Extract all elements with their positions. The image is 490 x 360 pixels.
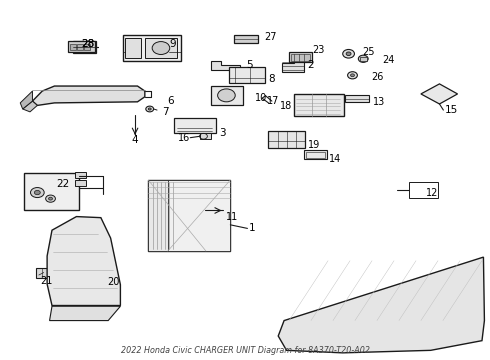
Bar [148, 180, 168, 251]
Text: 1: 1 [249, 224, 255, 233]
Polygon shape [421, 84, 458, 104]
Bar [148, 180, 230, 251]
Text: 12: 12 [426, 188, 438, 198]
Text: 14: 14 [329, 154, 342, 164]
Circle shape [146, 106, 154, 112]
Circle shape [49, 197, 52, 200]
Text: 2: 2 [308, 60, 314, 70]
Polygon shape [20, 91, 32, 109]
Text: 16: 16 [178, 133, 190, 143]
Bar [84, 44, 90, 50]
Text: 19: 19 [308, 140, 320, 150]
Bar [75, 172, 86, 178]
Bar [36, 267, 51, 278]
Bar [360, 57, 367, 61]
Polygon shape [211, 61, 240, 69]
Text: 25: 25 [362, 46, 375, 57]
Circle shape [350, 74, 354, 77]
Bar [88, 44, 93, 51]
Bar [77, 44, 83, 50]
Bar [75, 180, 86, 186]
Polygon shape [47, 217, 121, 306]
Circle shape [70, 282, 76, 286]
Bar [294, 94, 343, 116]
Polygon shape [32, 86, 145, 105]
Text: 21: 21 [40, 276, 52, 286]
Text: 2022 Honda Civic CHARGER UNIT Diagram for 8A370-T20-A02: 2022 Honda Civic CHARGER UNIT Diagram fo… [121, 346, 369, 355]
Text: 6: 6 [167, 96, 173, 106]
Text: 23: 23 [313, 45, 325, 55]
Text: 28: 28 [81, 39, 95, 49]
Bar [306, 152, 325, 158]
Circle shape [152, 41, 170, 54]
Text: 24: 24 [382, 55, 394, 65]
Text: 20: 20 [107, 277, 120, 287]
Polygon shape [278, 257, 485, 353]
Bar [409, 182, 438, 198]
Bar [73, 41, 97, 53]
Text: 9: 9 [169, 40, 176, 49]
Polygon shape [52, 270, 106, 287]
Polygon shape [23, 101, 37, 112]
Text: 18: 18 [280, 102, 293, 112]
Bar [81, 44, 86, 51]
Bar [174, 118, 216, 134]
Circle shape [358, 55, 368, 62]
Circle shape [30, 188, 44, 198]
Bar [75, 44, 80, 51]
Text: 15: 15 [445, 105, 458, 115]
Text: 22: 22 [57, 179, 70, 189]
Bar [24, 173, 79, 211]
Text: 11: 11 [226, 212, 239, 221]
Text: 5: 5 [246, 60, 253, 70]
Polygon shape [49, 306, 121, 320]
Bar [291, 54, 311, 61]
Bar [168, 180, 230, 251]
Bar [229, 67, 265, 83]
Text: 28: 28 [81, 39, 95, 49]
Bar [70, 44, 76, 50]
Bar [345, 95, 368, 102]
Polygon shape [282, 58, 304, 72]
Circle shape [347, 72, 357, 79]
Circle shape [46, 195, 55, 202]
Circle shape [218, 89, 235, 102]
Text: 3: 3 [220, 128, 226, 138]
Circle shape [346, 52, 351, 55]
Text: 7: 7 [162, 107, 169, 117]
Circle shape [148, 108, 151, 110]
Bar [125, 39, 141, 58]
Text: 13: 13 [373, 97, 385, 107]
Bar [211, 86, 243, 105]
Text: 17: 17 [267, 96, 279, 106]
Bar [200, 134, 211, 139]
Circle shape [343, 49, 354, 58]
Bar [68, 41, 95, 51]
Bar [123, 35, 180, 61]
Text: 26: 26 [371, 72, 384, 82]
Text: 10: 10 [255, 93, 267, 103]
Bar [145, 39, 176, 58]
Text: 4: 4 [132, 135, 138, 145]
Bar [289, 52, 313, 62]
Text: 27: 27 [265, 32, 277, 41]
Bar [269, 131, 305, 148]
Bar [234, 35, 258, 43]
Circle shape [34, 190, 40, 195]
Bar [304, 150, 327, 159]
Text: 8: 8 [269, 74, 275, 84]
